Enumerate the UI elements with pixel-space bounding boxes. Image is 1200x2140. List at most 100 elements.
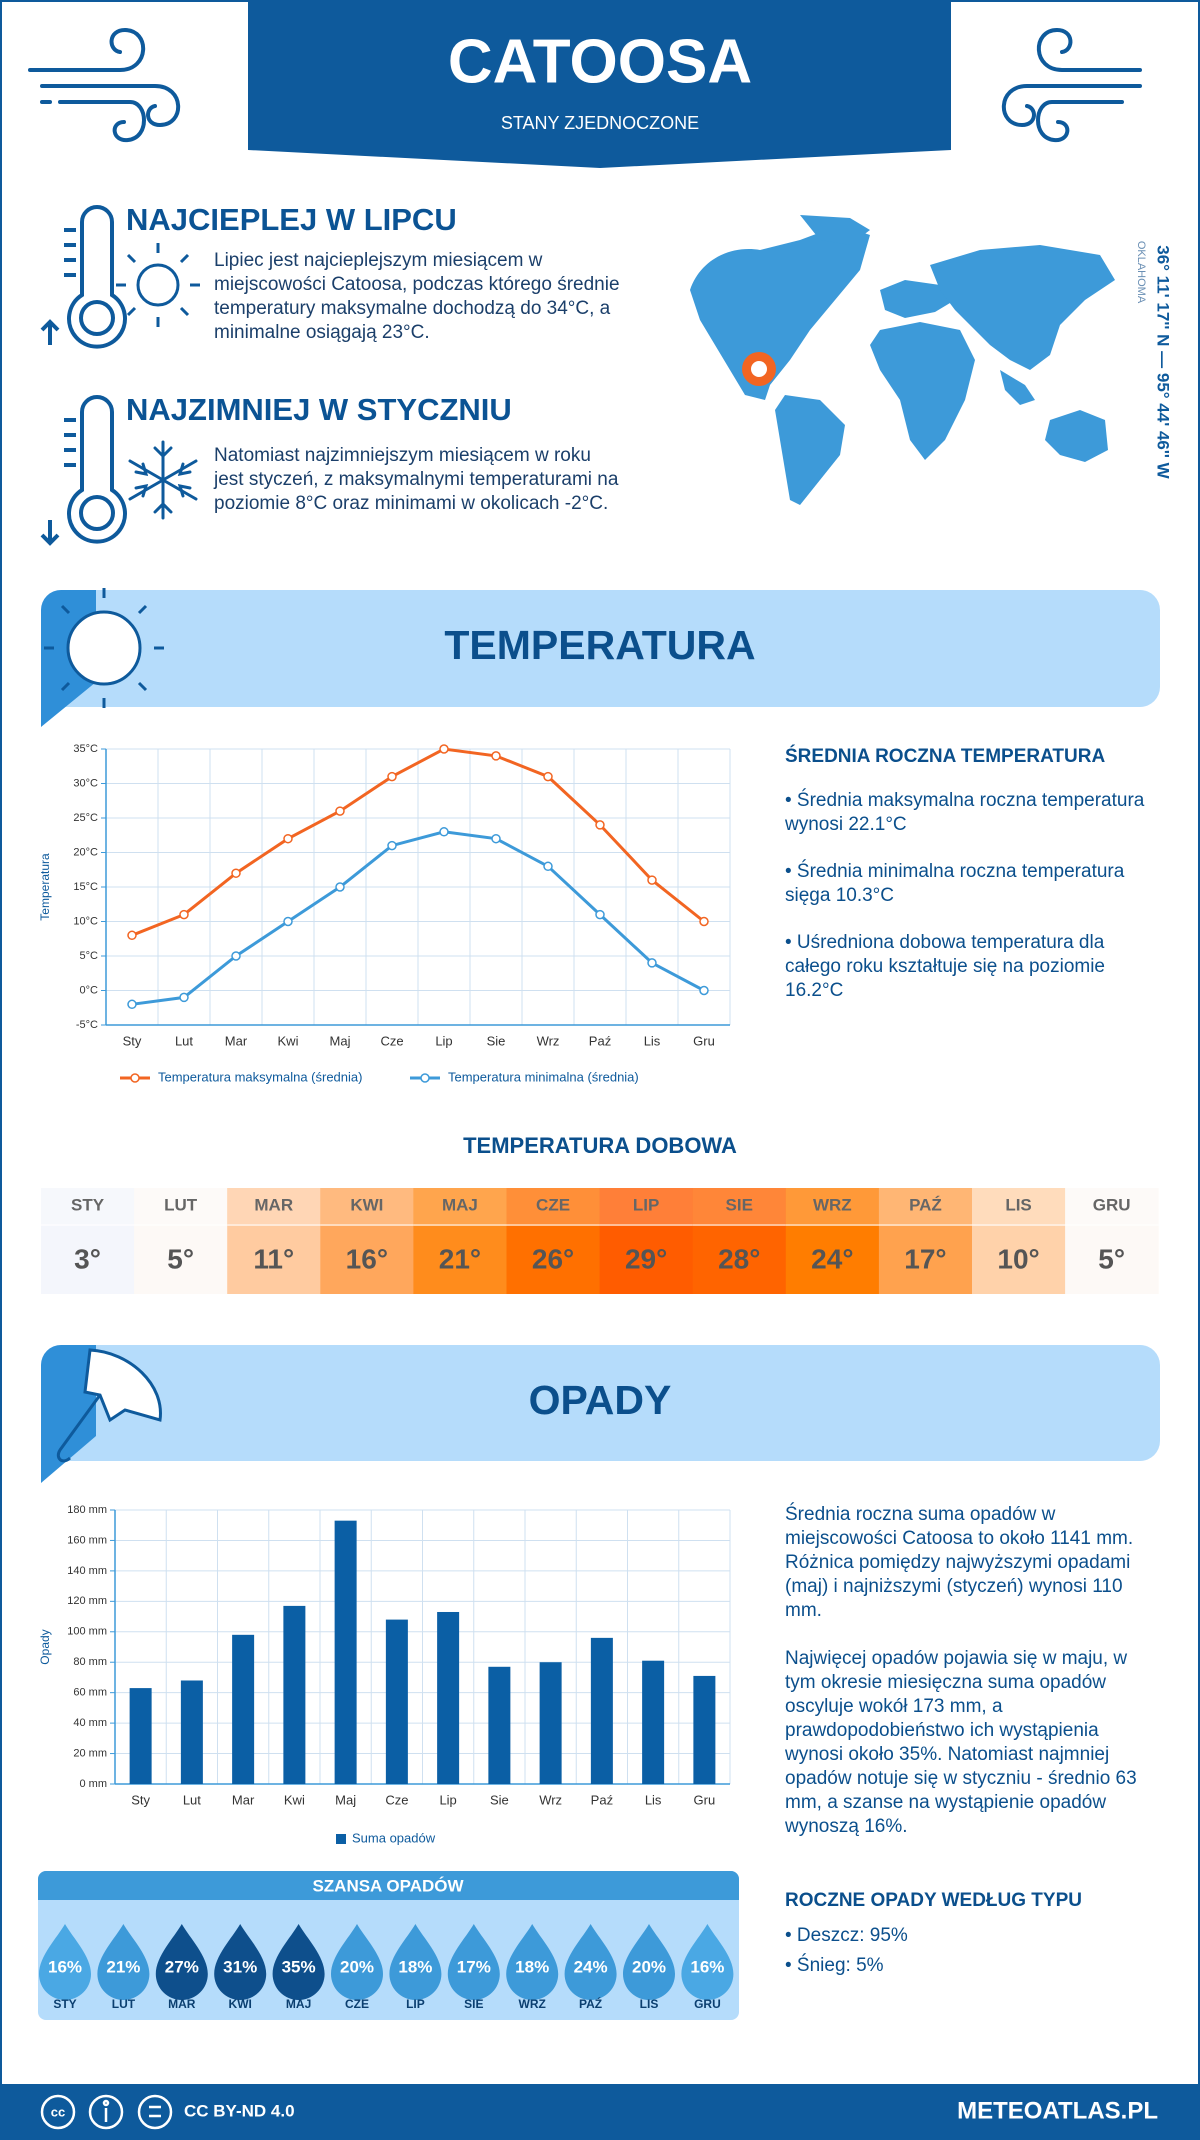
rain-drop (389, 1924, 442, 2001)
cold-thermometer-icon (40, 395, 127, 546)
line-point (543, 771, 553, 782)
country: STANY ZJEDNOCZONE (501, 113, 699, 133)
legend-swatch-point (420, 1073, 430, 1083)
temp-cell-header-tint (41, 1188, 135, 1224)
license-icons (40, 2094, 173, 2130)
x-tick-label: Lis (644, 1033, 661, 1048)
temp-month: CZE (536, 1195, 570, 1214)
temp-cell (320, 1188, 414, 1294)
y-axis-label: Temperatura (38, 853, 52, 921)
precipitation-banner (41, 1345, 1160, 1461)
region: OKLAHOMA (1135, 241, 1147, 304)
x-tick-label: Cze (380, 1033, 403, 1048)
bar (232, 1634, 255, 1784)
site-name[interactable]: METEOATLAS.PL (957, 2097, 1158, 2124)
umbrella-icon (56, 1348, 162, 1463)
temp-cell (1065, 1188, 1159, 1294)
line-point (387, 771, 397, 782)
temp-month: PAŹ (909, 1195, 942, 1214)
y-tick-label: 180 mm (67, 1504, 107, 1516)
temp-cell (506, 1188, 601, 1294)
x-tick-label: Paź (591, 1792, 613, 1807)
x-tick-label: Sty (123, 1033, 142, 1048)
y-axis-label: Opady (38, 1629, 52, 1664)
chance-month: PAŹ (579, 1996, 602, 2011)
bar (385, 1619, 408, 1784)
temp-value: 10° (997, 1243, 1039, 1274)
line-point (127, 999, 137, 1010)
chance-box (38, 1871, 739, 2020)
temp-month: SIE (726, 1195, 753, 1214)
x-tick-label: Cze (385, 1792, 408, 1807)
hot-thermometer-icon (40, 205, 127, 349)
x-tick-label: Sie (490, 1792, 509, 1807)
x-tick-label: Maj (335, 1792, 356, 1807)
y-tick-label: -5°C (76, 1019, 98, 1031)
line-point (335, 806, 345, 816)
hottest-text: Lipiec jest najcieplejszym miesiącem w m… (214, 250, 620, 343)
chance-value: 17% (457, 1957, 491, 1976)
line-point (283, 833, 293, 844)
hottest-title: NAJCIEPLEJ W LIPCU (126, 202, 457, 237)
rain-drop (39, 1924, 91, 2000)
temp-cell-divider (1065, 1224, 1159, 1226)
legend-swatch (336, 1834, 346, 1844)
temp-cell-divider (134, 1224, 228, 1226)
coordinates: 36° 11' 17'' N — 95° 44' 46'' W (1154, 245, 1173, 479)
rain-drop (447, 1924, 500, 2001)
summary-title: ŚREDNIA ROCZNA TEMPERATURA (785, 745, 1105, 767)
wind-icon-right (1001, 27, 1142, 143)
line-point (647, 958, 657, 968)
y-tick-label: 60 mm (73, 1687, 107, 1699)
line-point (595, 820, 605, 830)
wind-icon-left (28, 27, 181, 143)
temp-cell-divider (506, 1224, 601, 1226)
precipitation-title: OPADY (529, 1377, 672, 1423)
temp-cell (692, 1188, 787, 1294)
temp-value: 16° (346, 1243, 388, 1274)
line-series (131, 830, 705, 1006)
chance-month: KWI (229, 1997, 252, 2011)
line-point (127, 930, 137, 941)
chance-value: 16% (48, 1957, 82, 1976)
bar (590, 1637, 613, 1784)
line-point (491, 751, 501, 761)
snowflake-icon (128, 440, 198, 520)
legend-label: Suma opadów (352, 1830, 436, 1845)
chance-value: 27% (165, 1957, 199, 1976)
y-tick-label: 120 mm (67, 1595, 107, 1607)
chance-value: 18% (398, 1957, 432, 1976)
temp-value: 3° (74, 1243, 101, 1274)
x-tick-label: Mar (225, 1033, 248, 1048)
x-tick-label: Lut (183, 1792, 201, 1807)
y-tick-label: 160 mm (67, 1534, 107, 1546)
chance-month: MAR (168, 1997, 196, 2011)
temp-cell (599, 1188, 694, 1294)
temp-value: 5° (1098, 1243, 1125, 1274)
temp-cell (785, 1188, 880, 1294)
line-point (699, 985, 709, 996)
temp-month: LIS (1005, 1195, 1031, 1214)
temp-month: STY (71, 1195, 105, 1214)
temp-cell-divider (227, 1224, 321, 1226)
summary-bullet: • Średnia maksymalna roczna temperatura … (785, 790, 1145, 835)
x-tick-label: Kwi (278, 1033, 299, 1048)
temp-cell-header-tint (878, 1188, 973, 1224)
chance-value: 21% (106, 1957, 140, 1976)
rain-drop (623, 1924, 675, 2000)
bar (539, 1662, 562, 1784)
temperature-sun-icon (44, 588, 164, 708)
summary-bullet: • Uśredniona dobowa temperatura dla całe… (785, 932, 1106, 1001)
world-map (690, 215, 1115, 505)
temp-cell (413, 1188, 507, 1294)
bar (437, 1611, 460, 1784)
x-tick-label: Lip (439, 1792, 456, 1807)
temp-month: WRZ (813, 1195, 852, 1214)
chance-month: LIP (406, 1997, 425, 2011)
y-tick-label: 0 mm (80, 1778, 108, 1790)
location-marker-center (751, 361, 767, 377)
y-tick-label: 0°C (80, 984, 99, 996)
line-point (387, 840, 397, 851)
chance-value: 24% (574, 1957, 608, 1976)
